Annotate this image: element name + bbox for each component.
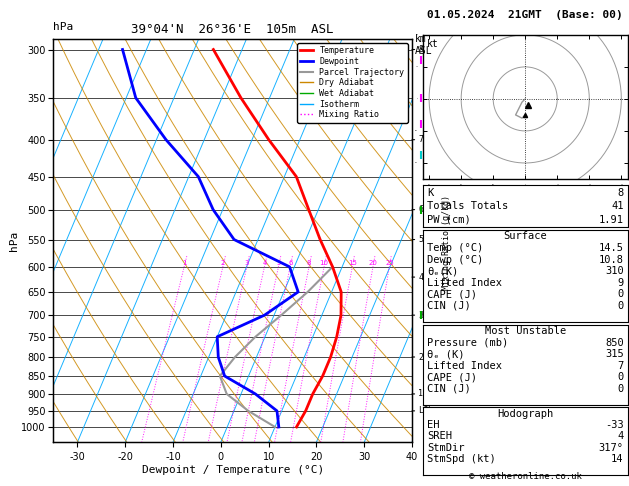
Text: 14.5: 14.5 [599,243,623,253]
X-axis label: Dewpoint / Temperature (°C): Dewpoint / Temperature (°C) [142,465,324,475]
Text: 4: 4 [418,273,423,281]
Text: Hodograph: Hodograph [497,409,554,419]
Text: θₑ (K): θₑ (K) [427,349,464,359]
Text: 0: 0 [618,289,623,299]
Text: -33: -33 [605,420,623,430]
Text: StmDir: StmDir [427,443,464,452]
Text: 4: 4 [618,432,623,441]
Legend: Temperature, Dewpoint, Parcel Trajectory, Dry Adiabat, Wet Adiabat, Isotherm, Mi: Temperature, Dewpoint, Parcel Trajectory… [297,43,408,122]
Text: 7: 7 [618,361,623,370]
Text: km
ASL: km ASL [415,34,433,55]
Text: 6: 6 [418,205,423,214]
Text: 15: 15 [348,260,357,266]
Text: 10.8: 10.8 [599,255,623,264]
Text: 8: 8 [618,188,623,198]
Text: 3: 3 [245,260,249,266]
Text: hPa: hPa [53,22,74,32]
Text: 0: 0 [618,372,623,382]
Text: SREH: SREH [427,432,452,441]
Text: 4: 4 [262,260,267,266]
Text: 10: 10 [320,260,329,266]
Text: 8: 8 [418,45,423,54]
Text: θₑ(K): θₑ(K) [427,266,458,276]
Text: Temp (°C): Temp (°C) [427,243,483,253]
Text: 850: 850 [605,338,623,347]
Text: 5: 5 [276,260,281,266]
Text: CAPE (J): CAPE (J) [427,372,477,382]
Text: LCL: LCL [418,406,433,416]
Text: CIN (J): CIN (J) [427,383,470,394]
Text: 1.91: 1.91 [599,215,623,225]
Text: 315: 315 [605,349,623,359]
Text: EH: EH [427,420,439,430]
Text: CAPE (J): CAPE (J) [427,289,477,299]
Text: Surface: Surface [503,231,547,242]
Text: 6: 6 [288,260,292,266]
Text: Mixing Ratio (g/kg): Mixing Ratio (g/kg) [442,195,451,291]
Text: 310: 310 [605,266,623,276]
Text: PW (cm): PW (cm) [427,215,470,225]
Text: 41: 41 [611,201,623,211]
Text: 317°: 317° [599,443,623,452]
Text: Lifted Index: Lifted Index [427,361,502,370]
Text: 3: 3 [418,311,423,320]
Text: Most Unstable: Most Unstable [484,326,566,336]
Text: 7: 7 [418,135,423,144]
Title: 39°04'N  26°36'E  105m  ASL: 39°04'N 26°36'E 105m ASL [131,23,334,36]
Text: Dewp (°C): Dewp (°C) [427,255,483,264]
Text: 01.05.2024  21GMT  (Base: 00): 01.05.2024 21GMT (Base: 00) [427,10,623,20]
Text: 0: 0 [618,383,623,394]
Text: 20: 20 [369,260,377,266]
Text: © weatheronline.co.uk: © weatheronline.co.uk [469,472,582,481]
Text: K: K [427,188,433,198]
Text: Totals Totals: Totals Totals [427,201,508,211]
Text: 2: 2 [418,352,423,362]
Text: 0: 0 [618,301,623,311]
Text: Lifted Index: Lifted Index [427,278,502,288]
Text: 25: 25 [385,260,394,266]
Text: 1: 1 [418,389,423,399]
Text: 14: 14 [611,454,623,464]
Text: 5: 5 [418,235,423,244]
Text: CIN (J): CIN (J) [427,301,470,311]
Text: 2: 2 [221,260,225,266]
Text: Pressure (mb): Pressure (mb) [427,338,508,347]
Y-axis label: hPa: hPa [9,230,18,251]
Text: 9: 9 [618,278,623,288]
Text: 8: 8 [307,260,311,266]
Text: StmSpd (kt): StmSpd (kt) [427,454,496,464]
Text: kt: kt [427,39,438,49]
Text: 1: 1 [182,260,187,266]
